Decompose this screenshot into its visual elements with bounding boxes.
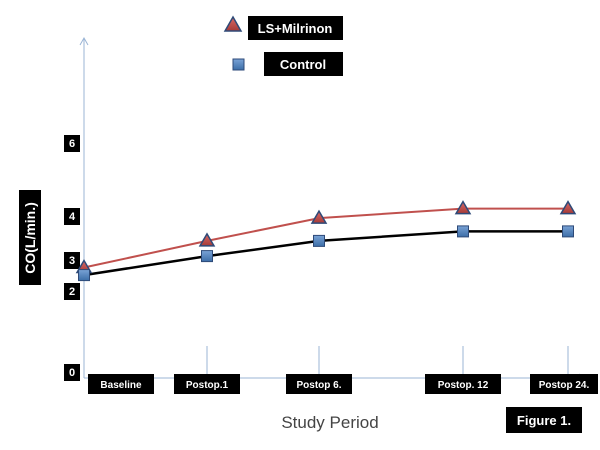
figure-label: Figure 1. (506, 407, 582, 433)
x-category-box (88, 374, 154, 394)
y-tick-box (64, 135, 80, 152)
legend-label-control: Control (280, 57, 326, 72)
y-tick-label: 4 (69, 211, 76, 223)
figure-label-text: Figure 1. (517, 413, 571, 428)
data-point-triangle (310, 209, 328, 224)
data-point-square (201, 250, 213, 263)
x-category-label: Postop 24. (539, 380, 590, 391)
y-tick-label: 0 (69, 367, 75, 379)
legend-triangle-marker (223, 15, 243, 32)
series-lines (83, 207, 568, 277)
y-tick-box (64, 208, 80, 225)
y-tick-box (64, 283, 80, 300)
y-axis-title: CO(L/min.) (19, 190, 41, 285)
y-axis-title-text: CO(L/min.) (22, 202, 38, 274)
x-category-label: Baseline (100, 380, 142, 391)
x-category-label: Postop 6. (296, 380, 341, 391)
y-tick-label: 3 (69, 255, 75, 267)
x-tick-marks (206, 346, 569, 378)
y-tick-box (64, 252, 80, 269)
x-axis-title: Study Period (281, 413, 378, 432)
series-markers (75, 200, 577, 282)
x-category-box (286, 374, 352, 394)
data-point-square (78, 269, 90, 282)
data-point-square (562, 225, 574, 238)
x-category-label: Postop.1 (186, 380, 229, 391)
legend-item-control: Control (232, 52, 343, 76)
y-tick-box (64, 364, 80, 381)
x-category-box (174, 374, 240, 394)
x-category-labels: Baseline Postop.1 Postop 6. Postop. 12 Posto… (88, 374, 598, 394)
y-tick-label: 2 (69, 286, 75, 298)
data-point-square (313, 234, 325, 247)
y-tick-labels: 0 2 3 4 6 (64, 135, 80, 381)
x-category-box (530, 374, 598, 394)
data-point-triangle (198, 232, 216, 247)
x-category-label: Postop. 12 (438, 380, 489, 391)
x-category-box (425, 374, 501, 394)
y-axis-arrow (79, 36, 89, 46)
y-tick-label: 6 (69, 138, 75, 150)
legend-square-marker (232, 58, 245, 71)
legend-label-ls-milrinon: LS+Milrinon (258, 21, 333, 36)
legend-item-ls-milrinon: LS+Milrinon (223, 15, 343, 40)
legend: LS+Milrinon Control (223, 15, 343, 76)
data-point-triangle (454, 200, 472, 215)
data-point-square (457, 225, 469, 238)
data-point-triangle (559, 200, 577, 215)
series-line-control (83, 230, 568, 277)
series-line-ls-milrinon (83, 207, 568, 269)
